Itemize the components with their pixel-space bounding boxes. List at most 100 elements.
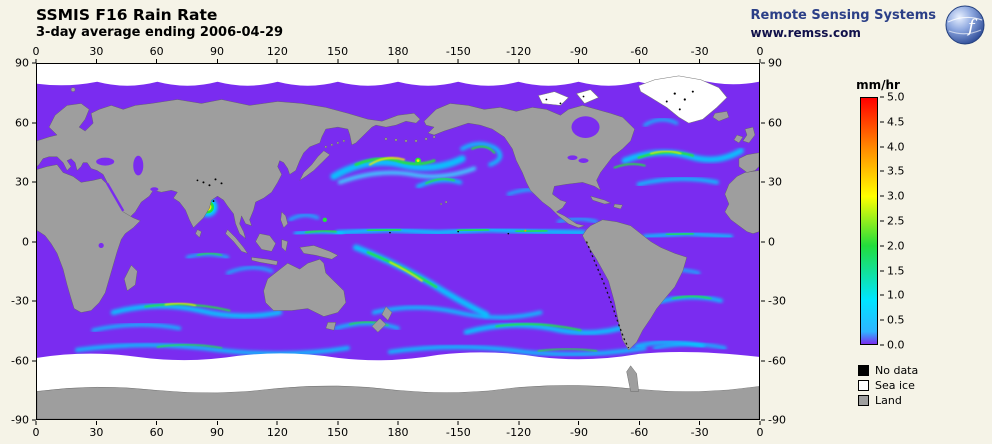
lon-tick-label: 0 [757,421,764,439]
colorbar-tick-label: 2.0 [880,239,905,252]
remss-globe-logo-icon[interactable]: f [944,4,986,46]
philippines [280,211,288,229]
britain [742,126,756,144]
ireland [733,134,744,144]
branding-block: Remote Sensing Systems www.remss.com f [751,4,986,46]
lat-tick-label: 60 [761,116,782,129]
africa [37,164,141,313]
legend-item-land: Land [858,393,918,408]
colorbar-tick-label: 0.5 [880,314,905,327]
colorbar-tick-label: 1.0 [880,289,905,302]
legend-swatch-sea-ice [858,380,869,391]
cuba [590,195,612,205]
colorbar-tick-label: 0.0 [880,339,905,352]
lon-tick-label: 30 [89,421,103,439]
new-zealand-south [371,318,387,333]
new-guinea [299,245,339,260]
sulawesi [281,239,288,252]
colorbar-units-label: mm/hr [856,78,900,92]
lon-tick-label: 120 [267,45,288,63]
lon-tick-label: 90 [210,45,224,63]
south-america [582,219,688,351]
lat-tick-label: 30 [761,176,782,189]
greenland-ice [538,75,728,124]
map-plot-area [36,63,760,420]
tasmania [325,322,337,331]
west-africa-wrap [724,170,759,234]
legend-label-land: Land [875,394,902,407]
lon-tick-label: -120 [506,45,531,63]
legend-label-sea-ice: Sea ice [875,379,915,392]
lon-tick-label: 0 [33,421,40,439]
lon-tick-label: 120 [267,421,288,439]
legend-item-no-data: No data [858,363,918,378]
lon-tick-label: -30 [691,45,709,63]
rain-layer [75,118,744,357]
no-data-layer [196,90,694,349]
brand-name: Remote Sensing Systems [750,8,936,23]
lon-tick-label: 60 [150,45,164,63]
lon-tick-label: -60 [630,421,648,439]
colorbar-tick-label: 4.0 [880,140,905,153]
lat-tick-label: -60 [761,354,786,367]
sri-lanka [195,229,202,238]
legend-swatch-land [858,395,869,406]
new-zealand-north [381,306,393,321]
lat-tick-label: -30 [11,295,36,308]
eurasia [37,99,421,240]
lat-axis-right: 90 60 30 0 -30 -60 -90 [761,57,795,427]
lon-tick-label: 90 [210,421,224,439]
madagascar [124,264,138,292]
lon-axis-top: 0 30 60 90 120 150 180 -150 -120 -90 -60 -30 0 [33,44,764,63]
lat-tick-label: 0 [761,235,775,248]
colorbar-tick-label: 1.5 [880,264,905,277]
lat-axis-left: 90 60 30 0 -30 -60 -90 [4,57,36,427]
brand-url-link[interactable]: www.remss.com [750,26,861,40]
colorbar-tick-label: 2.5 [880,215,905,228]
page-subtitle: 3-day average ending 2006-04-29 [36,25,284,40]
world-rain-map [37,64,759,419]
lat-tick-label: 30 [15,176,36,189]
colorbar-scale: 5.0 4.5 4.0 3.5 3.0 2.5 2.0 1.5 1.0 0.5 0.0 [880,91,924,352]
legend-swatch-no-data [858,365,869,376]
lat-tick-label: 90 [761,57,782,70]
japan [299,150,331,181]
colorbar-tick-label: 3.5 [880,165,905,178]
lat-tick-label: 90 [15,57,36,70]
borneo [255,233,276,252]
legend-label-no-data: No data [875,364,919,377]
lon-tick-label: -60 [630,45,648,63]
colorbar-tick-label: 4.5 [880,115,905,128]
colorbar-tick-label: 3.0 [880,190,905,203]
lat-tick-label: 0 [22,235,36,248]
map-legend: No data Sea ice Land [858,363,918,408]
lon-tick-label: -150 [446,421,471,439]
lon-tick-label: 0 [757,45,764,63]
lat-tick-label: -60 [11,354,36,367]
red-sea [106,182,125,212]
antarctica [37,365,759,419]
brand-text: Remote Sensing Systems www.remss.com [751,4,936,40]
lon-tick-label: 180 [388,45,409,63]
iberia-wrap [738,152,759,173]
colorbar [860,97,878,345]
lon-tick-label: 60 [150,421,164,439]
lat-tick-label: -90 [11,414,36,427]
lon-tick-label: -120 [506,421,531,439]
lon-axis-bottom: 0 30 60 90 120 150 180 -150 -120 -90 -60 -30 0 [33,421,764,440]
sumatra [225,229,249,254]
lon-tick-label: 150 [327,45,348,63]
lon-tick-label: 180 [388,421,409,439]
hispaniola [613,203,623,210]
lat-tick-label: -30 [761,295,786,308]
lon-tick-label: 0 [33,45,40,63]
lon-tick-label: -30 [691,421,709,439]
legend-item-sea-ice: Sea ice [858,378,918,393]
lon-tick-label: -90 [570,421,588,439]
inland-water-layer [96,116,600,249]
lat-tick-label: -90 [761,414,786,427]
lat-tick-label: 60 [15,116,36,129]
page-title: SSMIS F16 Rain Rate [36,6,218,24]
iceland [712,111,730,122]
